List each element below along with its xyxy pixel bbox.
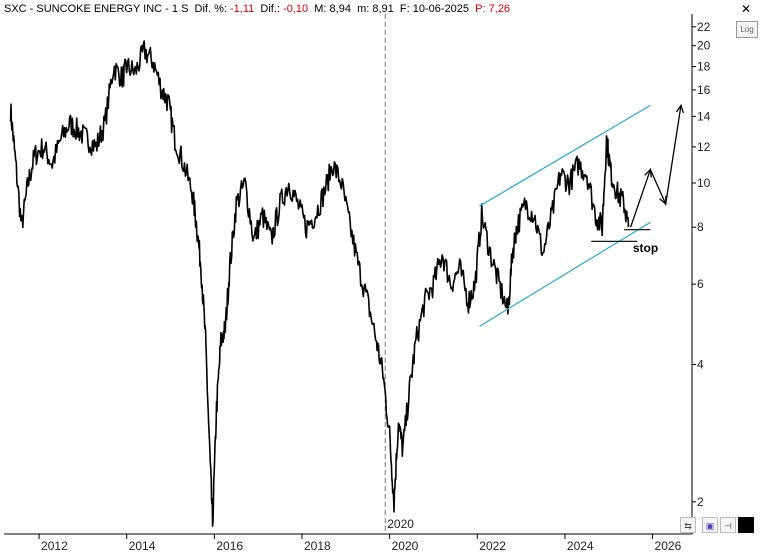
x-tick-label: 2024	[567, 539, 594, 553]
date-value: 10-06-2025	[412, 3, 470, 15]
y-tick-label: 20	[697, 39, 711, 53]
min-value: 8,91	[372, 3, 394, 15]
save-icon[interactable]: ▣	[702, 517, 718, 533]
min-label: m:	[357, 3, 370, 15]
dif-pct-label: Dif. %:	[194, 3, 227, 15]
date-label: F:	[399, 3, 410, 15]
y-tick-label: 8	[697, 220, 704, 234]
company-name: SUNCOKE ENERGY INC	[36, 3, 163, 15]
channel-upper-line	[479, 104, 651, 207]
pin-icon[interactable]: ⊣	[720, 517, 736, 533]
price-value: 7,26	[488, 3, 511, 15]
x-tick-label: 2012	[41, 539, 68, 553]
log-scale-button[interactable]: Log	[736, 21, 758, 38]
year-marker-label: 2020	[387, 517, 414, 531]
y-tick-label: 14	[697, 109, 711, 123]
x-tick-label: 2014	[129, 539, 156, 553]
y-tick-label: 4	[697, 358, 704, 372]
close-icon[interactable]: ✕	[740, 2, 752, 16]
max-label: M:	[314, 3, 327, 15]
projection-arrow-1	[644, 168, 652, 178]
dif-label: Dif.:	[260, 3, 280, 15]
ticker-symbol: SXC	[4, 3, 27, 15]
color-icon[interactable]	[738, 517, 754, 533]
x-tick-label: 2022	[479, 539, 506, 553]
y-tick-label: 18	[697, 60, 711, 74]
channel-lower-line	[479, 221, 651, 327]
price-label: P:	[475, 3, 486, 15]
dif-pct-value: -1,11	[230, 3, 255, 15]
dif-value: -0,10	[283, 3, 309, 15]
y-tick-label: 16	[697, 83, 711, 97]
interval: 1 S	[171, 3, 189, 15]
x-tick-label: 2026	[655, 539, 682, 553]
stop-label: stop	[633, 241, 658, 255]
x-tick-label: 2016	[216, 539, 243, 553]
x-tick-label: 2020	[392, 539, 419, 553]
y-tick-label: 22	[697, 20, 711, 34]
max-value: 8,94	[329, 3, 351, 15]
projection-arrow-2	[659, 195, 667, 206]
x-tick-label: 2018	[304, 539, 331, 553]
chart-header: SXC - SUNCOKE ENERGY INC - 1 S Dif. %: -…	[4, 3, 511, 15]
zoom-icon[interactable]: ⇆	[680, 517, 696, 533]
projection-path	[629, 105, 682, 228]
y-tick-label: 10	[697, 176, 711, 190]
y-tick-label: 12	[697, 140, 711, 154]
y-tick-label: 6	[697, 277, 704, 291]
price-line	[9, 40, 630, 527]
y-tick-label: 2	[697, 495, 704, 509]
projection-arrow-3	[675, 103, 684, 114]
